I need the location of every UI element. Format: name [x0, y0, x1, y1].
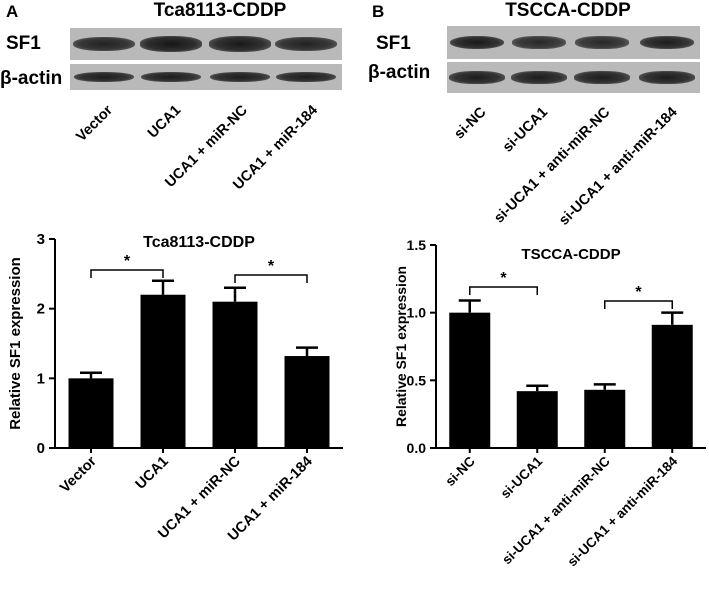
panel-a-letter: A — [6, 2, 19, 21]
y-tick-label: 0 — [37, 440, 45, 457]
significance-star-1: * — [500, 270, 507, 287]
panel-b-lane-label-1: si-NC — [451, 104, 490, 143]
significance-star-2: * — [268, 258, 275, 275]
panel-b-actin-band-3 — [574, 71, 630, 84]
panel-b-sf1-band-1 — [450, 35, 504, 50]
panel-a-actin-band-1 — [74, 71, 134, 83]
x-category-label-1: si-NC — [442, 453, 478, 489]
chart-title: TSCCA-CDDP — [521, 246, 620, 263]
panel-a-sf1-band-1 — [73, 36, 135, 52]
panel-b-lane-label-4: si-UCA1 + anti-miR-184 — [556, 104, 681, 229]
tscca-bar-chart: TSCCA-CDDP Relative SF1 expression 0.0 0.5 1… — [393, 237, 706, 569]
panel-b-actin-band-2 — [511, 71, 567, 84]
y-tick-label: 3 — [37, 231, 45, 248]
bar-1 — [68, 378, 114, 448]
x-category-label-2: si-UCA1 — [498, 453, 546, 501]
panel-a-sf1-label: SF1 — [6, 33, 41, 54]
panel-a-actin-band-2 — [141, 71, 201, 83]
y-tick-label: 1.5 — [407, 237, 427, 253]
panel-b-actin-band-4 — [639, 71, 695, 84]
y-axis-label: Relative SF1 expression — [393, 266, 409, 427]
bar-1 — [449, 312, 491, 448]
panel-a-sf1-band-4 — [275, 36, 337, 52]
y-axis-label: Relative SF1 expression — [7, 257, 24, 430]
panel-a-actin-label: β-actin — [0, 68, 63, 89]
bar-3 — [212, 301, 258, 448]
bar-2 — [516, 391, 558, 448]
panel-b-actin-band-1 — [449, 71, 505, 84]
y-tick-label: 1 — [37, 370, 45, 387]
panel-b-sf1-band-4 — [640, 35, 694, 50]
y-tick-label: 0.0 — [407, 440, 427, 456]
significance-star-2: * — [635, 284, 642, 301]
x-category-label-4: si-UCA1 + anti-miR-184 — [564, 453, 680, 569]
bar-2 — [140, 294, 186, 448]
panel-b-sf1-label: SF1 — [376, 33, 411, 54]
panel-a-sf1-band-3 — [209, 36, 271, 52]
x-category-label-3: si-UCA1 + anti-miR-NC — [499, 453, 613, 567]
significance-bracket-1 — [469, 286, 538, 295]
panel-b-sf1-band-3 — [575, 36, 629, 49]
panel-b-actin-blot-strip — [447, 62, 700, 93]
panel-a-actin-blot-strip — [70, 64, 342, 90]
y-tick-label: 1.0 — [407, 305, 427, 321]
panel-b-lane-label-3: si-UCA1 + anti-miR-NC — [491, 104, 614, 227]
x-category-label-1: Vector — [57, 453, 100, 496]
y-tick-label: 0.5 — [407, 372, 427, 388]
bar-4 — [284, 356, 330, 448]
y-tick-label: 2 — [37, 301, 45, 318]
significance-bracket-2 — [604, 300, 673, 309]
panel-b-actin-label: β-actin — [368, 62, 431, 83]
bar-4 — [651, 324, 693, 448]
panel-b-sf1-blot-strip — [447, 26, 700, 59]
panel-a-lane-label-1: Vector — [73, 102, 117, 146]
tca8113-bar-chart: Tca8113-CDDP Relative SF1 expression 0 1 2 3 V… — [7, 231, 343, 544]
bar-3 — [584, 389, 626, 448]
panel-b-letter: B — [372, 2, 385, 21]
panel-a-sf1-blot-strip — [70, 28, 342, 60]
panel-a-blot-title: Tca8113-CDDP — [153, 0, 287, 21]
panel-a-lane-label-2: UCA1 — [144, 102, 185, 142]
panel-b-sf1-band-2 — [512, 36, 566, 49]
chart-title: Tca8113-CDDP — [143, 234, 255, 251]
panel-b-blot-title: TSCCA-CDDP — [505, 0, 631, 21]
significance-bracket-2 — [234, 274, 308, 283]
significance-bracket-1 — [90, 269, 164, 278]
x-category-label-2: UCA1 — [133, 454, 172, 493]
panel-a-actin-band-4 — [276, 71, 336, 83]
significance-star-1: * — [124, 253, 131, 270]
panel-a-sf1-band-2 — [140, 36, 202, 52]
panel-a-actin-band-3 — [210, 71, 270, 83]
panel-b-lane-label-2: si-UCA1 — [499, 104, 552, 156]
